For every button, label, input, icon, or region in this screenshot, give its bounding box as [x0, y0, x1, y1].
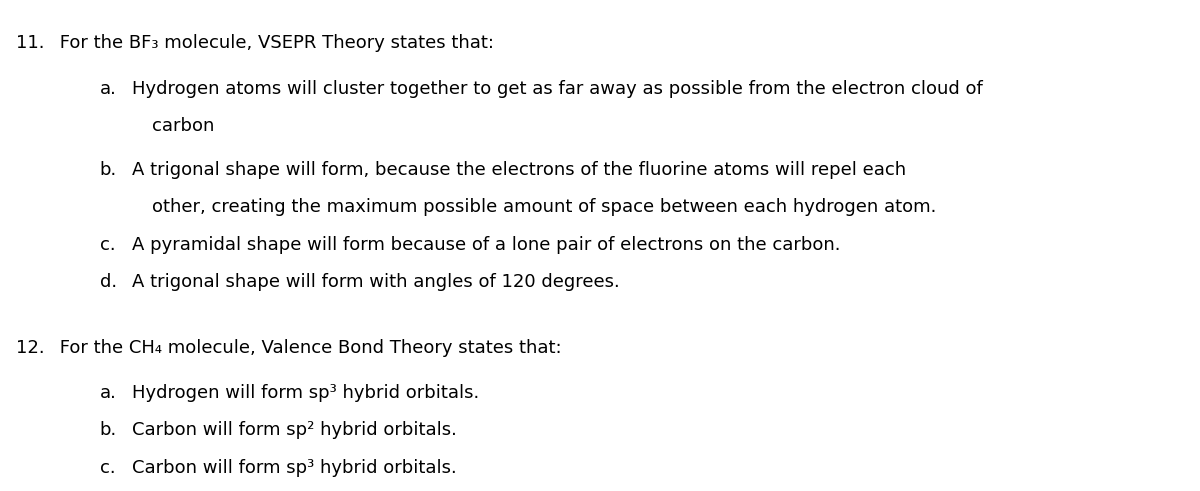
Text: For the BF₃ molecule, VSEPR Theory states that:: For the BF₃ molecule, VSEPR Theory state…	[54, 34, 494, 53]
Text: a.: a.	[100, 384, 116, 402]
Text: c.: c.	[100, 459, 115, 477]
Text: other, creating the maximum possible amount of space between each hydrogen atom.: other, creating the maximum possible amo…	[152, 198, 937, 217]
Text: A pyramidal shape will form because of a lone pair of electrons on the carbon.: A pyramidal shape will form because of a…	[132, 236, 840, 254]
Text: carbon: carbon	[152, 117, 215, 135]
Text: b.: b.	[100, 161, 116, 179]
Text: 11.: 11.	[16, 34, 44, 53]
Text: Hydrogen will form sp³ hybrid orbitals.: Hydrogen will form sp³ hybrid orbitals.	[132, 384, 479, 402]
Text: Carbon will form sp³ hybrid orbitals.: Carbon will form sp³ hybrid orbitals.	[132, 459, 457, 477]
Text: A trigonal shape will form, because the electrons of the fluorine atoms will rep: A trigonal shape will form, because the …	[132, 161, 906, 179]
Text: d.: d.	[100, 273, 116, 291]
Text: For the CH₄ molecule, Valence Bond Theory states that:: For the CH₄ molecule, Valence Bond Theor…	[54, 339, 562, 357]
Text: b.: b.	[100, 421, 116, 439]
Text: Carbon will form sp² hybrid orbitals.: Carbon will form sp² hybrid orbitals.	[132, 421, 457, 439]
Text: A trigonal shape will form with angles of 120 degrees.: A trigonal shape will form with angles o…	[132, 273, 619, 291]
Text: Hydrogen atoms will cluster together to get as far away as possible from the ele: Hydrogen atoms will cluster together to …	[132, 80, 983, 98]
Text: c.: c.	[100, 236, 115, 254]
Text: 12.: 12.	[16, 339, 44, 357]
Text: a.: a.	[100, 80, 116, 98]
